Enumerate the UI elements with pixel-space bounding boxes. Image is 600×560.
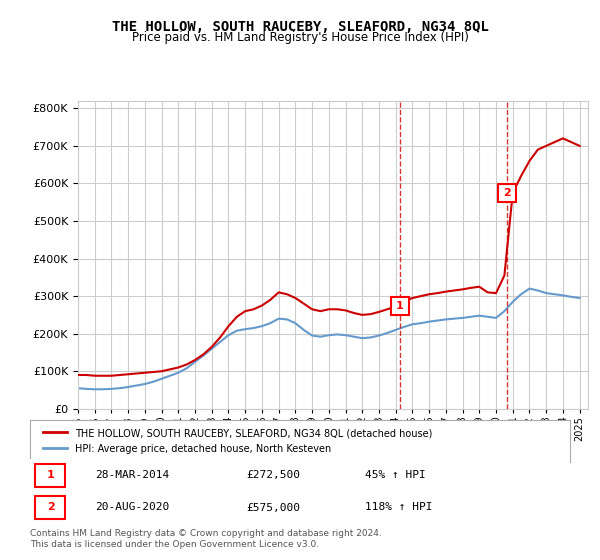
Text: Contains HM Land Registry data © Crown copyright and database right 2024.
This d: Contains HM Land Registry data © Crown c… — [30, 529, 382, 549]
FancyBboxPatch shape — [35, 464, 65, 487]
Text: £272,500: £272,500 — [246, 470, 300, 480]
Text: THE HOLLOW, SOUTH RAUCEBY, SLEAFORD, NG34 8QL: THE HOLLOW, SOUTH RAUCEBY, SLEAFORD, NG3… — [112, 20, 488, 34]
Text: 1: 1 — [47, 470, 55, 480]
Text: 45% ↑ HPI: 45% ↑ HPI — [365, 470, 425, 480]
Text: 118% ↑ HPI: 118% ↑ HPI — [365, 502, 432, 512]
Text: 2: 2 — [47, 502, 55, 512]
Text: 1: 1 — [395, 301, 403, 311]
Text: £575,000: £575,000 — [246, 502, 300, 512]
Text: 20-AUG-2020: 20-AUG-2020 — [95, 502, 169, 512]
Text: 2: 2 — [503, 188, 511, 198]
Text: 28-MAR-2014: 28-MAR-2014 — [95, 470, 169, 480]
FancyBboxPatch shape — [35, 496, 65, 519]
Text: Price paid vs. HM Land Registry's House Price Index (HPI): Price paid vs. HM Land Registry's House … — [131, 31, 469, 44]
Legend: THE HOLLOW, SOUTH RAUCEBY, SLEAFORD, NG34 8QL (detached house), HPI: Average pri: THE HOLLOW, SOUTH RAUCEBY, SLEAFORD, NG3… — [35, 421, 440, 461]
